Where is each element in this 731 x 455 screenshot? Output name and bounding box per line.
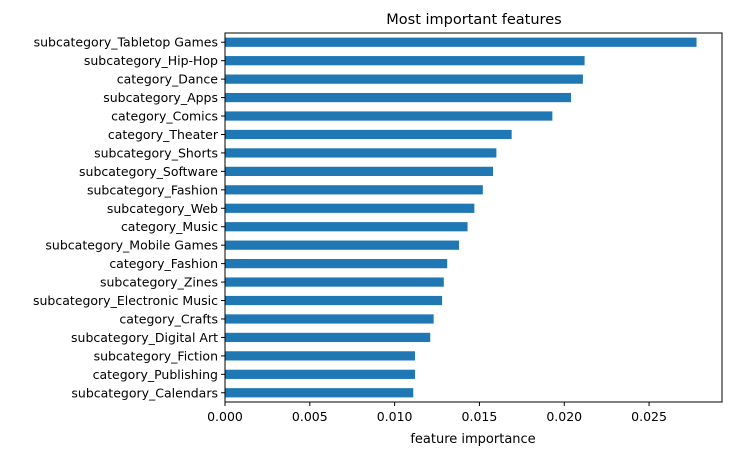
y-tick-label: category_Comics <box>111 109 218 124</box>
y-tick-label: subcategory_Digital Art <box>71 330 218 345</box>
bar <box>225 37 697 47</box>
bar <box>225 56 585 66</box>
y-tick-label: category_Fashion <box>109 256 218 271</box>
x-axis-label: feature importance <box>410 432 535 447</box>
bar <box>225 129 512 140</box>
y-tick-label: subcategory_Software <box>79 164 218 179</box>
bar <box>225 295 443 306</box>
bar <box>225 277 444 287</box>
x-tick-label: 0.010 <box>377 409 413 424</box>
bar <box>225 148 497 158</box>
bar <box>225 369 415 379</box>
bars <box>225 37 697 398</box>
bar <box>225 222 468 232</box>
chart-title: Most important features <box>386 12 561 28</box>
y-tick-label: subcategory_Fiction <box>94 348 218 363</box>
y-tick-label: subcategory_Mobile Games <box>45 238 218 253</box>
x-tick-label: 0.025 <box>631 409 667 424</box>
bar <box>225 203 475 213</box>
bar <box>225 240 460 250</box>
y-tick-label: subcategory_Calendars <box>71 385 218 400</box>
y-tick-label: category_Dance <box>117 72 219 87</box>
bar <box>225 185 483 195</box>
y-tick-label: category_Music <box>121 219 218 234</box>
bar <box>225 332 431 343</box>
x-tick-label: 0.015 <box>462 409 498 424</box>
y-tick-label: category_Publishing <box>93 367 218 382</box>
y-tick-label: subcategory_Shorts <box>94 145 218 160</box>
bar <box>225 259 448 269</box>
bar <box>225 314 434 324</box>
y-tick-label: subcategory_Electronic Music <box>33 293 218 308</box>
y-tick-label: subcategory_Fashion <box>87 182 218 197</box>
x-tick-label: 0.000 <box>207 409 243 424</box>
y-tick-label: subcategory_Web <box>107 201 218 216</box>
x-tick-label: 0.020 <box>546 409 582 424</box>
y-tick-label: category_Theater <box>108 127 219 142</box>
bar <box>225 388 414 398</box>
x-tick-label: 0.005 <box>292 409 328 424</box>
y-tick-label: subcategory_Zines <box>100 275 218 290</box>
y-tick-label: category_Crafts <box>119 311 218 326</box>
bar <box>225 74 583 84</box>
bar <box>225 111 553 121</box>
y-tick-labels: subcategory_Tabletop Games subcategory_Hi… <box>33 35 225 400</box>
bar <box>225 166 494 176</box>
y-tick-label: subcategory_Apps <box>103 90 218 105</box>
x-ticks: 0.000 0.005 0.010 0.015 0.020 0.025 <box>207 402 667 424</box>
plot-frame <box>224 32 723 403</box>
bar <box>225 351 415 361</box>
y-tick-label: subcategory_Hip-Hop <box>84 53 218 68</box>
y-tick-label: subcategory_Tabletop Games <box>34 35 218 50</box>
bar <box>225 92 572 103</box>
